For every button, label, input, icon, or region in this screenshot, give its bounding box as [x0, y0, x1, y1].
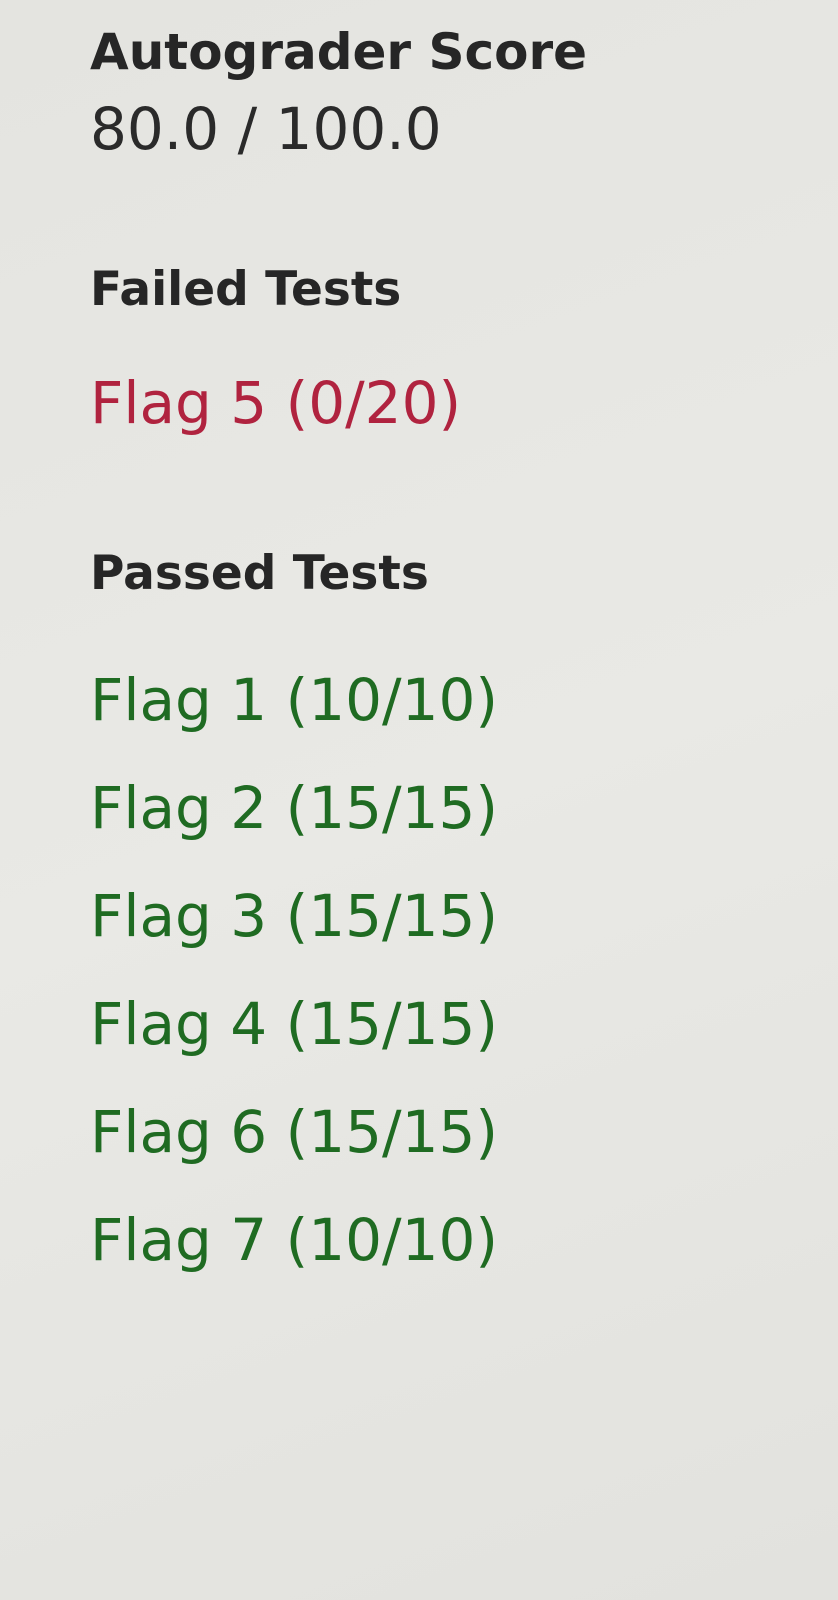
autograder-results: Autograder Score 80.0 / 100.0 Failed Tes…	[90, 22, 587, 1294]
passed-test-item: Flag 1 (10/10)	[90, 666, 499, 734]
passed-test-item: Flag 3 (15/15)	[90, 882, 499, 950]
passed-test-item: Flag 7 (10/10)	[90, 1206, 499, 1274]
autograder-score-value: 80.0 / 100.0	[90, 95, 442, 163]
failed-test-item: Flag 5 (0/20)	[90, 369, 462, 437]
passed-tests-list: Flag 1 (10/10) Flag 2 (15/15) Flag 3 (15…	[90, 646, 587, 1294]
passed-tests-heading: Passed Tests	[90, 546, 429, 601]
passed-test-item: Flag 4 (15/15)	[90, 990, 499, 1058]
autograder-score-label: Autograder Score	[90, 23, 588, 81]
passed-test-item: Flag 2 (15/15)	[90, 774, 499, 842]
passed-test-item: Flag 6 (15/15)	[90, 1098, 499, 1166]
failed-tests-heading: Failed Tests	[90, 262, 402, 317]
